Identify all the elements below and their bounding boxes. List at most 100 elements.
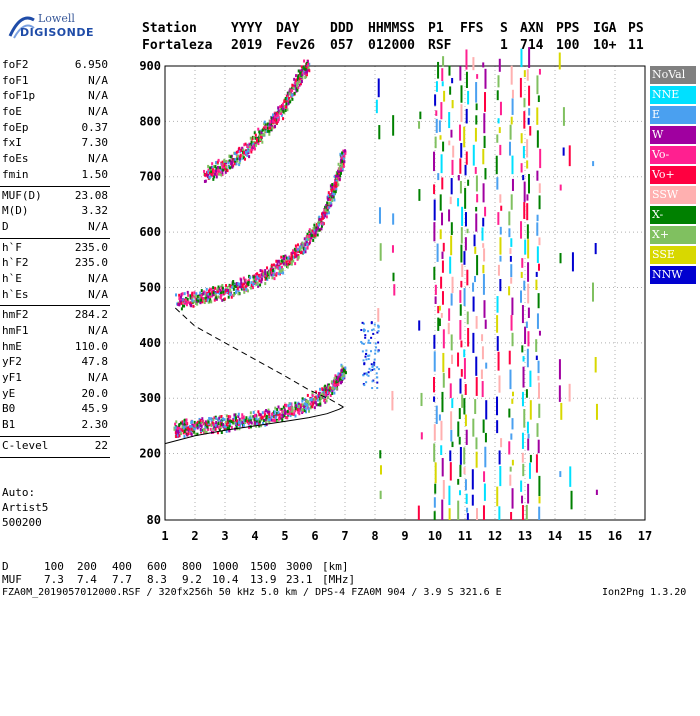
- interference-streak: [496, 134, 499, 143]
- echo-point: [243, 282, 246, 286]
- interference-streak: [539, 148, 542, 169]
- echo-point: [276, 411, 279, 415]
- interference-streak: [474, 246, 477, 254]
- auto-code: 500200: [2, 516, 42, 529]
- echo-point: [183, 301, 186, 305]
- echo-point: [203, 169, 206, 173]
- interference-streak: [482, 264, 485, 274]
- interference-streak: [457, 421, 460, 437]
- echo-point: [235, 425, 238, 429]
- echo-point: [175, 293, 178, 297]
- interference-streak: [466, 507, 469, 513]
- echo-point: [292, 249, 295, 253]
- interference-streak: [537, 375, 540, 381]
- echo-point: [258, 420, 261, 424]
- echo-point: [202, 292, 205, 296]
- echo-point: [367, 374, 370, 377]
- echo-point: [210, 170, 213, 174]
- echo-point: [196, 432, 199, 436]
- echo-point: [258, 277, 261, 281]
- echo-point: [367, 371, 370, 374]
- interference-streak: [463, 467, 466, 475]
- echo-point: [282, 405, 285, 409]
- echo-point: [254, 143, 257, 147]
- interference-streak: [496, 420, 499, 434]
- echo-point: [269, 268, 272, 272]
- param-row: foE N/A: [0, 105, 110, 121]
- echo-point: [253, 136, 256, 140]
- param-row: hmF1 N/A: [0, 324, 110, 340]
- echo-point: [266, 277, 269, 281]
- footer-d-value: 400: [112, 560, 132, 573]
- echo-point: [210, 167, 213, 171]
- param-label: h`E: [2, 271, 22, 285]
- echo-point: [320, 220, 323, 224]
- interference-streak: [440, 154, 443, 174]
- interference-streak: [474, 167, 477, 174]
- echo-point: [306, 399, 309, 403]
- echo-point: [290, 405, 293, 409]
- echo-point: [206, 293, 209, 297]
- echo-point: [234, 157, 237, 161]
- echo-point: [230, 154, 233, 158]
- echo-point: [332, 385, 335, 389]
- legend-item: E: [650, 106, 696, 124]
- echo-point: [276, 407, 279, 411]
- echo-point: [202, 290, 205, 294]
- echo-point: [238, 146, 241, 150]
- interference-streak: [463, 126, 466, 148]
- param-separator: [0, 456, 110, 458]
- echo-point: [304, 243, 307, 247]
- echo-point: [199, 423, 202, 427]
- echo-point: [298, 409, 301, 413]
- echo-point: [197, 420, 200, 424]
- echo-point: [327, 211, 330, 215]
- echo-point: [299, 82, 302, 86]
- echo-point: [207, 300, 210, 304]
- echo-point: [232, 287, 235, 291]
- echo-point: [205, 287, 208, 291]
- echo-point: [310, 396, 313, 400]
- echo-point: [240, 281, 243, 285]
- echo-point: [272, 273, 275, 277]
- interference-streak: [475, 437, 478, 450]
- interference-streak: [448, 209, 451, 222]
- interference-streak: [434, 483, 437, 494]
- echo-point: [289, 402, 292, 406]
- interference-streak: [392, 115, 395, 136]
- echo-point: [261, 133, 264, 137]
- param-label: yE: [2, 386, 16, 400]
- interference-streak: [433, 334, 436, 349]
- echo-point: [328, 390, 331, 394]
- echo-point: [215, 417, 218, 421]
- echo-point: [294, 255, 297, 259]
- echo-point: [256, 275, 259, 279]
- echo-point: [269, 417, 272, 421]
- echo-point: [315, 396, 318, 400]
- echo-point: [341, 151, 344, 155]
- echo-point: [366, 373, 369, 376]
- interference-streak: [465, 108, 468, 124]
- echo-point: [206, 174, 209, 178]
- interference-streak: [460, 104, 463, 123]
- logo-mark-icon: [8, 16, 35, 39]
- echo-point: [324, 214, 327, 218]
- echo-point: [204, 420, 207, 424]
- echo-point: [237, 423, 240, 427]
- echo-point: [187, 429, 190, 433]
- interference-streak: [510, 277, 513, 284]
- density-profile-topside-line: [173, 306, 344, 408]
- interference-streak: [482, 419, 485, 433]
- footer-muf-row: MUF 7.3 7.4 7.7 8.3 9.2 10.4 13.9 23.1 […: [2, 573, 355, 716]
- density-profile-line: [164, 406, 344, 445]
- echo-point: [223, 297, 226, 301]
- x-tick-label: 17: [638, 529, 652, 543]
- param-row: yE 20.0: [0, 387, 110, 403]
- echo-point: [211, 421, 214, 425]
- echo-point: [321, 392, 324, 396]
- echo-point: [180, 301, 183, 305]
- echo-point: [309, 238, 312, 242]
- echo-point: [268, 271, 271, 275]
- echo-point: [270, 263, 273, 267]
- interference-streak: [460, 244, 463, 263]
